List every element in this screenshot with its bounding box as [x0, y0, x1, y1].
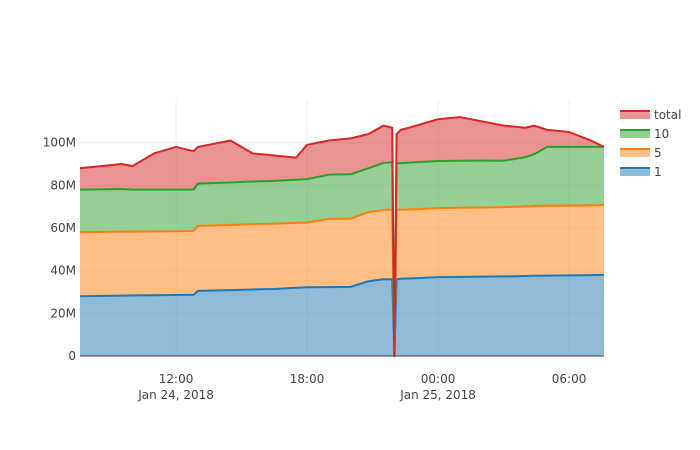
x-tick-sublabel: Jan 24, 2018: [137, 388, 214, 402]
y-tick-label: 80M: [50, 178, 76, 192]
line-series-1: [79, 273, 605, 357]
y-tick-label: 20M: [50, 306, 76, 320]
y-tick-label: 40M: [50, 264, 76, 278]
legend-swatch-fill: [620, 168, 650, 176]
area-series-1: [80, 274, 604, 356]
legend-swatch-fill: [620, 111, 650, 119]
axis-layer: 0 20M 40M 60M 80M 100M 12:00 Jan 24, 2018 18:00 0…: [43, 136, 604, 402]
legend-label: 1: [654, 165, 662, 179]
x-tick-label: 12:00: [159, 372, 194, 386]
y-tick-label: 0: [68, 349, 76, 363]
area-total: [80, 117, 604, 356]
legend-swatch-fill: [620, 149, 650, 157]
y-tick-label: 60M: [50, 221, 76, 235]
area-series-10: [80, 146, 604, 356]
legend-item-total[interactable]: total: [620, 108, 681, 122]
legend-label: 10: [654, 127, 669, 141]
area-series-5: [80, 205, 604, 356]
line-series-10: [79, 145, 604, 357]
line-series-total: [79, 116, 605, 357]
legend-label: total: [654, 108, 681, 122]
area-layer: [80, 117, 604, 356]
x-tick-label: 06:00: [552, 372, 587, 386]
line-layer: [79, 116, 605, 357]
legend[interactable]: total 10 5 1: [620, 108, 681, 179]
legend-label: 5: [654, 146, 662, 160]
legend-item-5[interactable]: 5: [620, 146, 662, 160]
legend-item-10[interactable]: 10: [620, 127, 669, 141]
line-series-5: [79, 204, 605, 357]
legend-item-1[interactable]: 1: [620, 165, 662, 179]
x-tick-sublabel: Jan 25, 2018: [399, 388, 476, 402]
legend-swatch-fill: [620, 130, 650, 138]
y-tick-label: 100M: [43, 136, 76, 150]
x-tick-label: 00:00: [421, 372, 456, 386]
x-tick-label: 18:00: [290, 372, 325, 386]
